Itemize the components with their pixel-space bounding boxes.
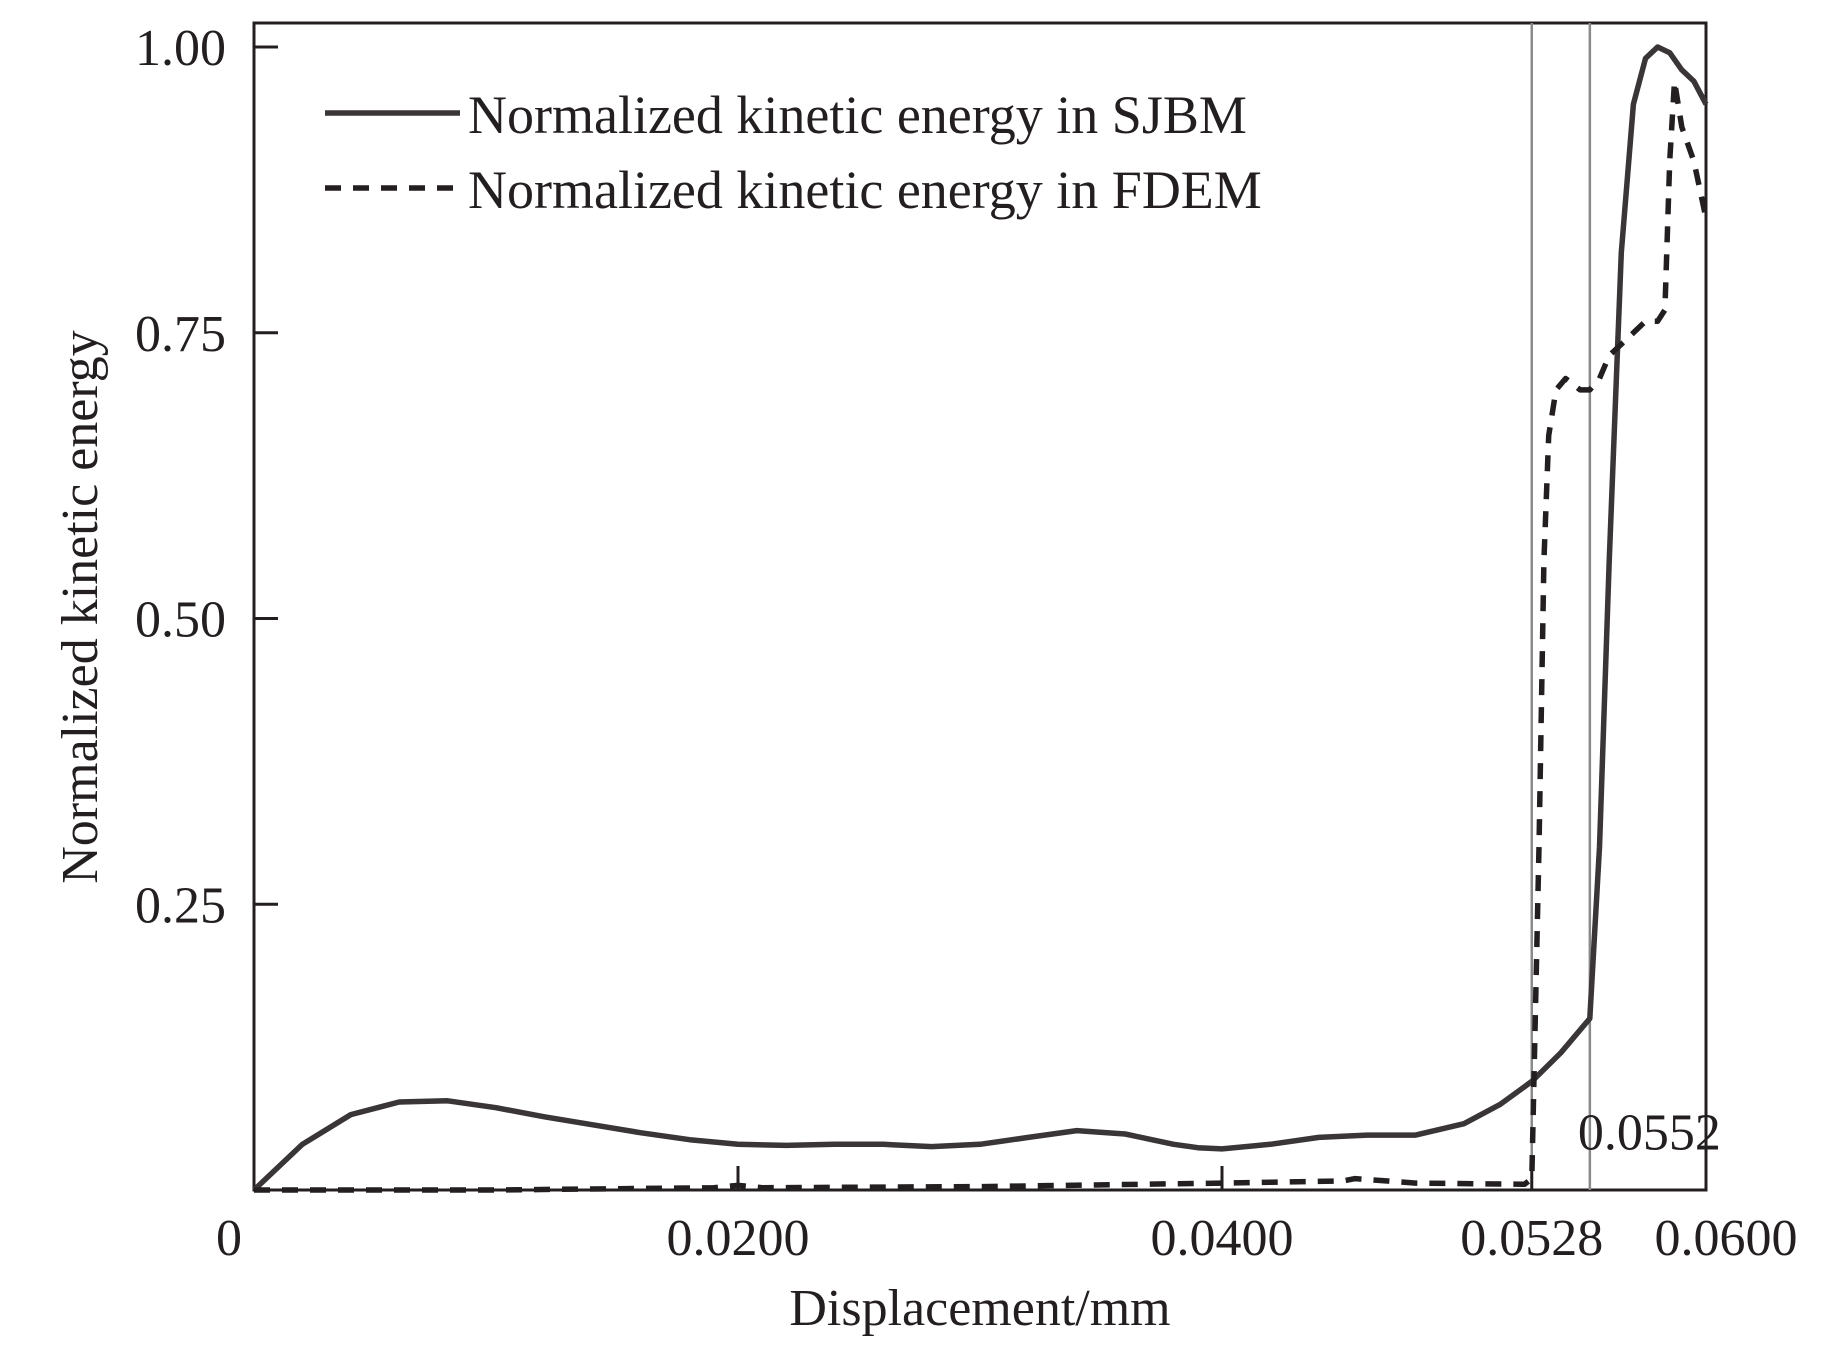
x-tick-label: 0.0528 — [1460, 1210, 1603, 1267]
x-tick-label: 0 — [216, 1210, 242, 1267]
annotations: 0.0552 — [1578, 1105, 1721, 1162]
legend-label-sjbm: Normalized kinetic energy in SJBM — [468, 85, 1247, 145]
x-tick-label: 0.0600 — [1655, 1210, 1798, 1267]
x-axis-label: Displacement/mm — [789, 1280, 1170, 1337]
legend: Normalized kinetic energy in SJBM Normal… — [325, 85, 1262, 220]
axis-ticks: 0.25 0.50 0.75 1.00 0 0.0200 0.0400 0.0528 0.060… — [135, 20, 1798, 1267]
series-layer — [252, 44, 1709, 1193]
y-tick-label: 0.75 — [135, 306, 226, 363]
y-tick-label: 0.50 — [135, 592, 226, 649]
series-line-fdem — [254, 78, 1709, 1193]
x-tick-label: 0.0400 — [1151, 1210, 1294, 1267]
legend-label-fdem: Normalized kinetic energy in FDEM — [468, 160, 1262, 220]
plot-frame — [252, 21, 1708, 1192]
y-axis-label: Normalized kinetic energy — [52, 330, 109, 884]
annotation-label: 0.0552 — [1578, 1105, 1721, 1162]
y-tick-label: 1.00 — [135, 20, 226, 77]
y-tick-label: 0.25 — [135, 877, 226, 934]
x-tick-label: 0.0200 — [667, 1210, 810, 1267]
series-line-sjbm — [252, 44, 1709, 1192]
